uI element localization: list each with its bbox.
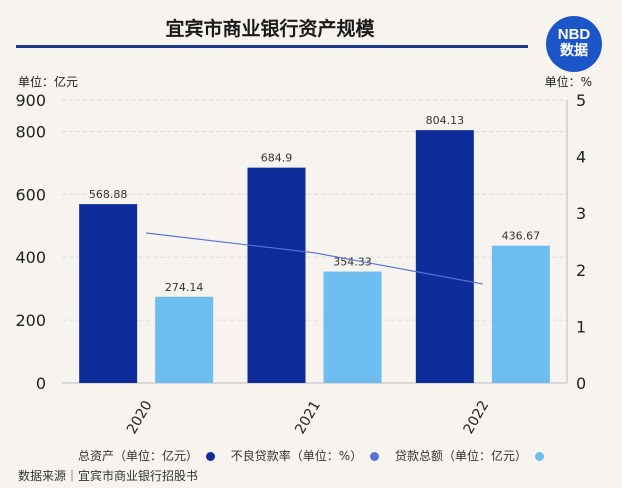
legend-label-total-loans: 贷款总额（单位：亿元） xyxy=(395,449,528,463)
x-tick-label: 2022 xyxy=(461,398,493,437)
y-left-tick-label: 0 xyxy=(36,374,46,393)
legend-item-npl-ratio: 不良贷款率（单位：%） xyxy=(230,447,380,464)
data-label: 804.13 xyxy=(426,114,465,127)
legend-item-total-loans: 贷款总额（单位：亿元） xyxy=(395,447,545,464)
y-left-tick-label: 800 xyxy=(15,122,46,141)
y-right-tick-label: 2 xyxy=(576,261,586,280)
data-source: 数据来源｜宜宾市商业银行招股书 xyxy=(18,469,199,483)
x-tick-label: 2021 xyxy=(292,398,324,437)
data-label: 436.67 xyxy=(502,230,541,243)
legend-dot-total-loans xyxy=(535,452,545,461)
y-right-tick-label: 0 xyxy=(576,374,586,393)
legend-label-npl-ratio: 不良贷款率（单位：%） xyxy=(230,449,363,463)
y-left-tick-label: 200 xyxy=(15,311,46,330)
bar-total-loans xyxy=(155,296,214,383)
y-left-tick-label: 600 xyxy=(15,185,46,204)
data-label: 274.14 xyxy=(165,281,204,294)
chart-title: 宜宾市商业银行资产规模 xyxy=(165,18,375,40)
bar-total-loans xyxy=(323,271,382,383)
y-right-tick-label: 1 xyxy=(576,317,586,336)
bar-total-assets xyxy=(415,130,474,383)
bar-total-assets xyxy=(247,167,306,383)
legend-dot-npl-ratio xyxy=(370,452,380,461)
line-npl-ratio xyxy=(146,232,483,285)
legend-dot-total-assets xyxy=(205,452,215,461)
title-divider xyxy=(16,45,528,48)
data-label: 568.88 xyxy=(89,188,128,201)
nbd-logo: NBD 数据 xyxy=(546,16,602,72)
y-right-tick-label: 3 xyxy=(576,204,586,223)
data-label: 684.9 xyxy=(261,152,293,165)
y-right-tick-label: 5 xyxy=(576,91,586,110)
legend-label-total-assets: 总资产（单位：亿元） xyxy=(77,449,198,463)
chart-legend: 总资产（单位：亿元） 不良贷款率（单位：%） 贷款总额（单位：亿元） xyxy=(0,447,622,464)
logo-text-nbd: NBD xyxy=(557,26,591,43)
bar-total-assets xyxy=(79,204,138,383)
logo-text-data: 数据 xyxy=(560,41,588,58)
legend-item-total-assets: 总资产（单位：亿元） xyxy=(78,447,215,464)
left-axis-unit: 单位：亿元 xyxy=(18,75,79,89)
x-tick-label: 2020 xyxy=(124,398,156,437)
right-axis-unit: 单位：% xyxy=(544,75,592,89)
y-right-tick-label: 4 xyxy=(576,148,586,167)
y-left-tick-label: 400 xyxy=(15,248,46,267)
y-left-tick-label: 900 xyxy=(15,91,46,110)
bar-total-loans xyxy=(491,245,550,383)
data-label: 354.33 xyxy=(333,256,372,269)
